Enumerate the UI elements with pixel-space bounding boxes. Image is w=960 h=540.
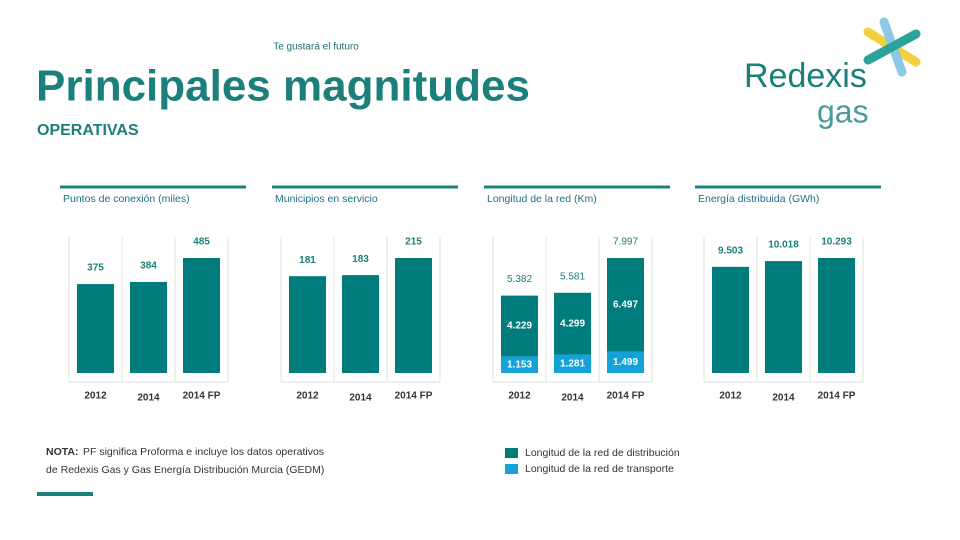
data-label: 1.281 [560,358,585,369]
chart-title: Longitud de la red (Km) [487,193,597,205]
x-tick-label: 2012 [508,391,531,402]
data-label: 181 [299,255,316,266]
x-tick-label: 2014 [137,393,160,404]
data-label: 485 [193,237,210,248]
x-tick-label: 2014 [772,393,795,404]
data-label: 4.229 [507,321,532,332]
chart-title: Energía distribuida (GWh) [698,193,819,205]
x-tick-label: 2014 FP [607,391,645,402]
legend-label: Longitud de la red de transporte [525,463,674,475]
total-label: 5.382 [507,274,532,285]
x-tick-label: 2012 [719,391,742,402]
logo-name: Redexis [744,57,867,95]
data-label: 1.153 [507,359,532,370]
chart-title: Puntos de conexión (miles) [63,193,190,205]
bar [395,258,432,373]
data-label: 215 [405,237,422,248]
chart-title: Municipios en servicio [275,193,378,205]
subtitle: OPERATIVAS [37,122,139,139]
x-tick-label: 2014 [349,393,372,404]
bar-segment [501,295,538,357]
data-label: 183 [352,254,369,265]
bar [289,276,326,373]
logo-sub: gas [817,93,869,129]
bar [183,258,220,373]
x-tick-label: 2012 [296,391,319,402]
bar [818,258,855,373]
note-label: NOTA: [46,446,78,458]
x-tick-label: 2014 FP [183,391,221,402]
legend-label: Longitud de la red de distribución [525,447,680,459]
data-label: 384 [140,261,157,272]
note-text: PF significa Proforma e incluye los dato… [83,446,324,458]
legend-swatch [505,464,518,474]
bar-segment [607,351,644,373]
logo-mark [863,17,921,77]
legend-swatch [505,448,518,458]
data-label: 10.018 [768,240,799,251]
bar-segment [501,356,538,373]
note-text: de Redexis Gas y Gas Energía Distribució… [46,464,324,476]
total-label: 5.581 [560,271,585,282]
data-label: 4.299 [560,318,585,329]
data-label: 6.497 [613,299,638,310]
x-tick-label: 2014 FP [395,391,433,402]
bar [765,261,802,373]
x-tick-label: 2012 [84,391,107,402]
x-tick-label: 2014 FP [818,391,856,402]
total-label: 7.997 [613,237,638,248]
data-label: 10.293 [821,237,852,248]
bar [712,266,749,373]
data-label: 375 [87,263,104,274]
data-label: 9.503 [718,245,743,256]
bar [130,281,167,373]
tagline: Te gustará el futuro [273,42,359,53]
title: Principales magnitudes [36,62,530,111]
bar-segment [607,258,644,352]
bar-segment [554,292,591,355]
x-tick-label: 2014 [561,393,584,404]
data-label: 1.499 [613,357,638,368]
bar [342,275,379,373]
bar [77,284,114,373]
bar-segment [554,354,591,373]
